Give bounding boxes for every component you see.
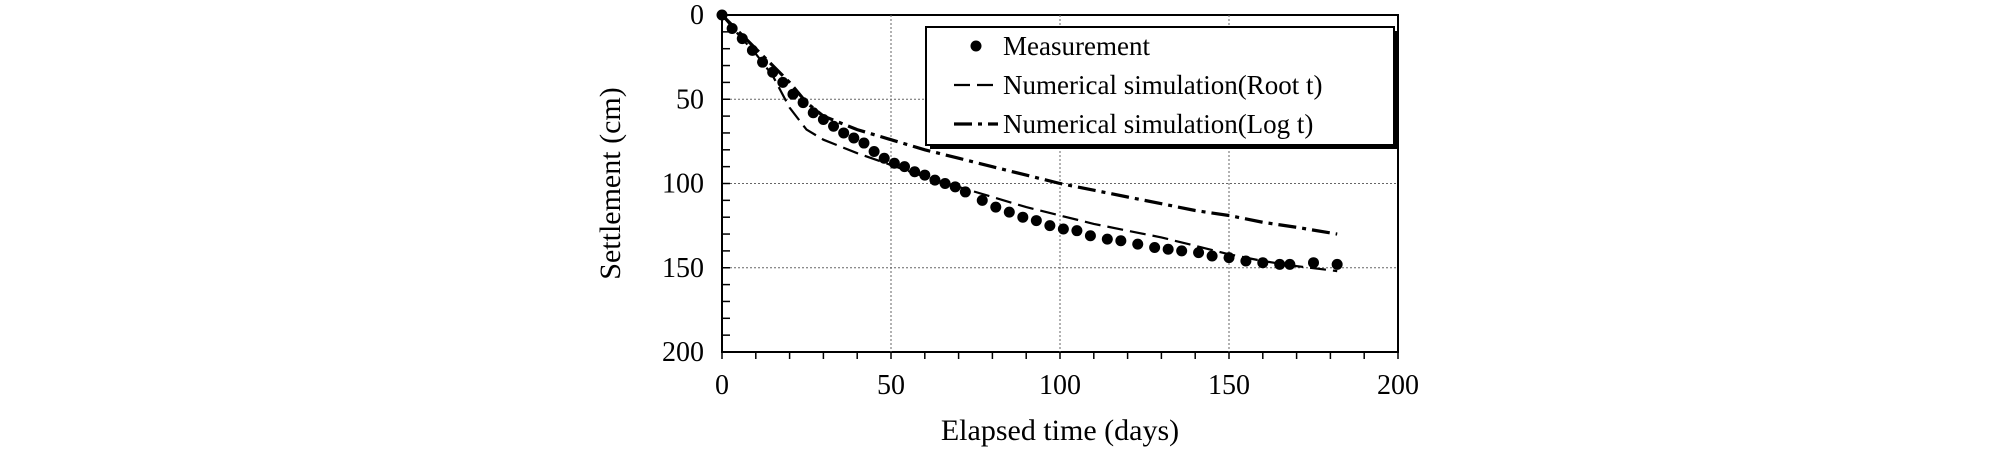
measurement-point xyxy=(1101,233,1113,245)
series-layer xyxy=(716,9,1343,273)
measurement-point xyxy=(976,194,988,206)
measurement-point xyxy=(1206,250,1218,262)
legend-marker xyxy=(970,40,982,52)
measurement-point xyxy=(1132,238,1144,250)
measurement-point xyxy=(848,132,860,144)
measurement-point xyxy=(1331,258,1343,270)
measurement-point xyxy=(868,145,880,157)
y-tick-labels: 0 50 100 150 200 xyxy=(662,0,704,368)
measurement-point xyxy=(1193,247,1205,259)
y-axis-title: Settlement (cm) xyxy=(594,87,627,279)
legend-label: Measurement xyxy=(1003,31,1150,61)
measurement-point xyxy=(1044,220,1056,232)
measurement-point xyxy=(1149,242,1161,254)
x-tick-label: 100 xyxy=(1039,370,1081,401)
x-tick-label: 150 xyxy=(1208,370,1250,401)
measurement-point xyxy=(1308,257,1319,269)
x-tick-label: 200 xyxy=(1377,370,1419,401)
measurement-point xyxy=(1257,257,1269,269)
legend-label: Numerical simulation(Log t) xyxy=(1003,109,1313,139)
measurement-point xyxy=(1030,215,1042,227)
measurement-point xyxy=(838,127,850,139)
measurement-point xyxy=(1176,245,1188,257)
dash-dot-line xyxy=(720,13,1338,236)
x-tick-label: 50 xyxy=(877,370,905,401)
series-3 xyxy=(720,13,1338,236)
measurement-point xyxy=(1084,230,1096,242)
measurement-point xyxy=(1003,206,1015,218)
x-tick-labels: 0 50 100 150 200 xyxy=(715,370,1419,401)
measurement-point xyxy=(1057,223,1069,235)
dashed-line xyxy=(721,14,1338,273)
legend-item-1: Measurement xyxy=(970,31,1150,61)
legend-item-2: Numerical simulation(Root t) xyxy=(954,70,1322,100)
measurement-point xyxy=(899,161,911,173)
measurement-point xyxy=(990,201,1002,213)
measurement-point xyxy=(807,107,819,119)
legend-item-3: Numerical simulation(Log t) xyxy=(954,109,1313,139)
measurement-point xyxy=(919,169,931,181)
measurement-point xyxy=(828,120,840,132)
measurement-point xyxy=(858,137,870,149)
measurement-point xyxy=(1017,211,1029,223)
y-tick-label: 150 xyxy=(662,253,704,284)
x-axis-title: Elapsed time (days) xyxy=(941,414,1179,447)
measurement-point xyxy=(1115,235,1127,247)
y-tick-label: 0 xyxy=(690,0,704,31)
measurement-point xyxy=(878,152,890,164)
y-tick-label: 100 xyxy=(662,169,704,200)
x-tick-label: 0 xyxy=(715,370,729,401)
measurement-point xyxy=(939,178,951,189)
y-tick-label: 200 xyxy=(662,337,704,368)
series-1 xyxy=(716,9,1343,270)
legend-label: Numerical simulation(Root t) xyxy=(1003,70,1322,100)
y-tick-label: 50 xyxy=(676,84,704,115)
legend: Measurement Numerical simulation(Root t) N… xyxy=(925,26,1398,149)
series-2 xyxy=(721,14,1338,273)
measurement-point xyxy=(1071,225,1083,237)
measurement-point xyxy=(777,76,789,88)
measurement-point xyxy=(1162,243,1174,255)
